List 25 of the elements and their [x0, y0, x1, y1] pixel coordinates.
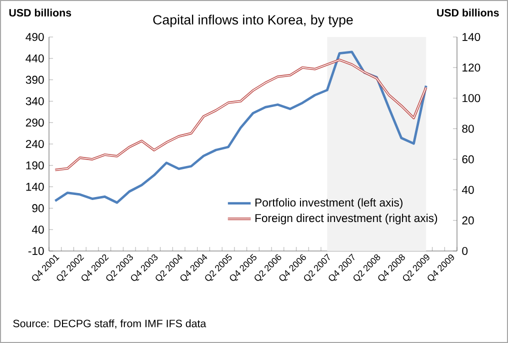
legend-label: Portfolio investment (left axis): [255, 198, 402, 209]
legend-label: Foreign direct investment (right axis): [255, 214, 438, 224]
y-tick-label: 90: [32, 204, 44, 212]
y2-tick-label: 60: [462, 155, 474, 164]
y-tick-label: 490: [26, 32, 44, 41]
y-tick-label: 140: [26, 182, 44, 191]
source-note: Source: DECPG staff, from IMF IFS data: [13, 319, 206, 329]
y-tick-label: 290: [26, 118, 44, 127]
y2-tick-label: 100: [462, 94, 480, 102]
y2-tick-label: 120: [462, 64, 480, 72]
y-tick-label: 190: [26, 161, 44, 170]
y2-tick-label: 80: [462, 124, 474, 133]
y-tick-label: 340: [26, 97, 44, 106]
y2-tick-label: 0: [462, 246, 468, 255]
y2-tick-label: 140: [462, 32, 480, 41]
y-tick-label: -10: [28, 246, 44, 255]
y-tick-label: 440: [26, 54, 44, 62]
y-axis-title: USD billions: [9, 8, 72, 17]
y-tick-label: 390: [26, 76, 44, 84]
y-tick-label: 40: [32, 226, 44, 234]
y2-tick-label: 40: [462, 186, 474, 194]
y2-axis-title: USD billions: [437, 8, 499, 17]
y2-tick-label: 20: [462, 216, 474, 224]
chart-title: Capital inflows into Korea, by type: [153, 14, 353, 28]
y-tick-label: 240: [26, 140, 44, 148]
